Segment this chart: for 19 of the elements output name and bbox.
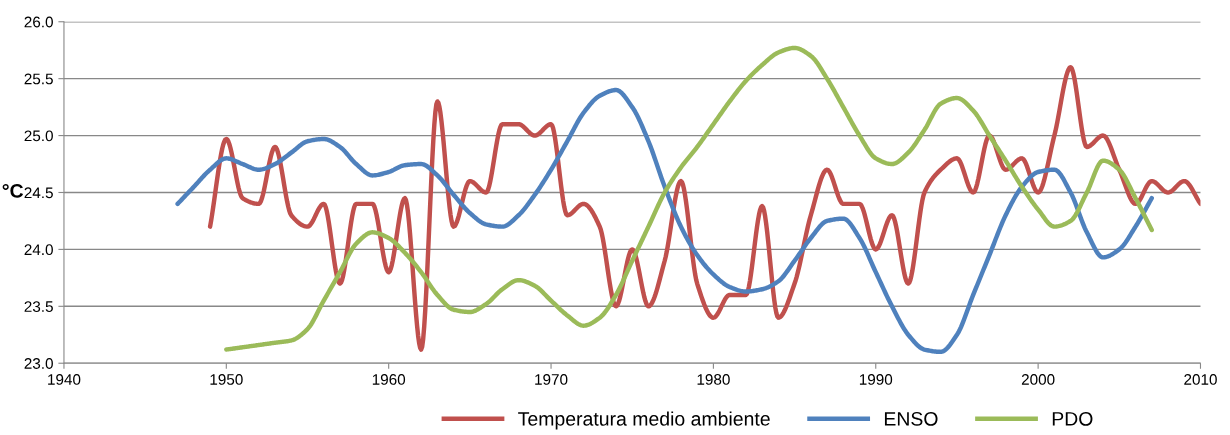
x-tick-label: 1970 [535,374,568,385]
y-tick-label: 26.0 [24,16,53,28]
y-tick-label: 23.0 [24,358,53,369]
y-tick-label: 23.5 [24,301,53,312]
x-tick-label: 1980 [697,374,730,385]
legend-label: Temperatura medio ambiente [518,411,770,430]
y-tick-label: 24.5 [24,187,53,199]
y-axis-title: °C [2,183,24,198]
y-tick-label: 25.0 [24,130,53,142]
y-tick-label: 25.5 [24,73,53,85]
x-tick-label: 1960 [372,374,406,385]
y-tick-label: 24.0 [24,244,53,256]
x-tick-label: 1940 [48,374,81,385]
x-tick-label: 1950 [210,374,243,385]
x-tick-label: 2000 [1021,374,1055,385]
legend-label: ENSO [884,411,938,426]
x-tick-label: 1990 [859,374,893,385]
x-tick-label: 2010 [1184,374,1217,385]
legend-label: PDO [1052,411,1093,426]
